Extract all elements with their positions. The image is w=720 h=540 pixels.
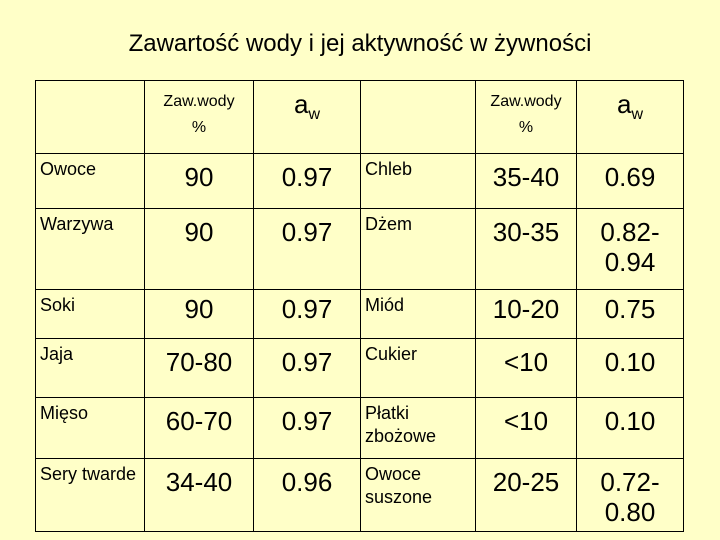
water-activity: 0.69: [576, 153, 684, 209]
food-name: Jaja: [35, 338, 145, 398]
water-activity: 0.97: [253, 153, 361, 209]
water-activity-table: Zaw.wody % aw Zaw.wody % aw Owoce 90 0.9…: [35, 80, 684, 532]
header-aw-sub: w: [631, 106, 644, 123]
header-percent-label: %: [191, 119, 207, 136]
header-aw-sub: w: [308, 106, 321, 123]
table-row: Mięso 60-70 0.97 Płatki zbożowe <10 0.10: [35, 397, 684, 459]
water-content: 35-40: [475, 153, 577, 209]
water-content: 60-70: [144, 397, 254, 459]
water-content: 70-80: [144, 338, 254, 398]
food-name: Cukier: [360, 338, 476, 398]
header-aw-left: aw: [253, 80, 361, 154]
table-row: Jaja 70-80 0.97 Cukier <10 0.10: [35, 338, 684, 398]
water-content: 90: [144, 153, 254, 209]
water-content: 90: [144, 208, 254, 290]
water-activity: 0.97: [253, 397, 361, 459]
header-empty-cell-right: [360, 80, 476, 154]
food-name: Owoce: [35, 153, 145, 209]
food-name: Dżem: [360, 208, 476, 290]
table-row: Soki 90 0.97 Miód 10-20 0.75: [35, 289, 684, 339]
water-activity: 0.75: [576, 289, 684, 339]
header-empty-cell-left: [35, 80, 145, 154]
water-activity: 0.82-0.94: [576, 208, 684, 290]
water-content: 30-35: [475, 208, 577, 290]
food-name: Warzywa: [35, 208, 145, 290]
water-content: <10: [475, 338, 577, 398]
water-content: 20-25: [475, 458, 577, 532]
water-activity: 0.97: [253, 208, 361, 290]
food-name: Chleb: [360, 153, 476, 209]
water-activity: 0.10: [576, 397, 684, 459]
header-percent-label: %: [518, 119, 534, 136]
water-activity: 0.97: [253, 338, 361, 398]
food-name: Mięso: [35, 397, 145, 459]
header-aw-main: a: [293, 89, 309, 119]
water-activity: 0.97: [253, 289, 361, 339]
food-name: Soki: [35, 289, 145, 339]
header-water-content-left: Zaw.wody %: [144, 80, 254, 154]
food-name: Sery twarde: [35, 458, 145, 532]
water-content: <10: [475, 397, 577, 459]
table-row: Sery twarde 34-40 0.96 Owoce suszone 20-…: [35, 458, 684, 532]
water-content: 90: [144, 289, 254, 339]
water-activity: 0.10: [576, 338, 684, 398]
header-row: Zaw.wody % aw Zaw.wody % aw: [35, 80, 684, 154]
header-aw-main: a: [616, 89, 632, 119]
food-name: Płatki zbożowe: [360, 397, 476, 459]
water-content: 10-20: [475, 289, 577, 339]
header-water-label: Zaw.wody: [490, 93, 562, 110]
table-row: Warzywa 90 0.97 Dżem 30-35 0.82-0.94: [35, 208, 684, 290]
food-name: Miód: [360, 289, 476, 339]
food-name: Owoce suszone: [360, 458, 476, 532]
water-activity: 0.72-0.80: [576, 458, 684, 532]
water-activity: 0.96: [253, 458, 361, 532]
table-row: Owoce 90 0.97 Chleb 35-40 0.69: [35, 153, 684, 209]
header-water-label: Zaw.wody: [163, 93, 235, 110]
header-aw-right: aw: [576, 80, 684, 154]
header-water-content-right: Zaw.wody %: [475, 80, 577, 154]
slide-title: Zawartość wody i jej aktywność w żywnośc…: [128, 30, 592, 57]
water-content: 34-40: [144, 458, 254, 532]
